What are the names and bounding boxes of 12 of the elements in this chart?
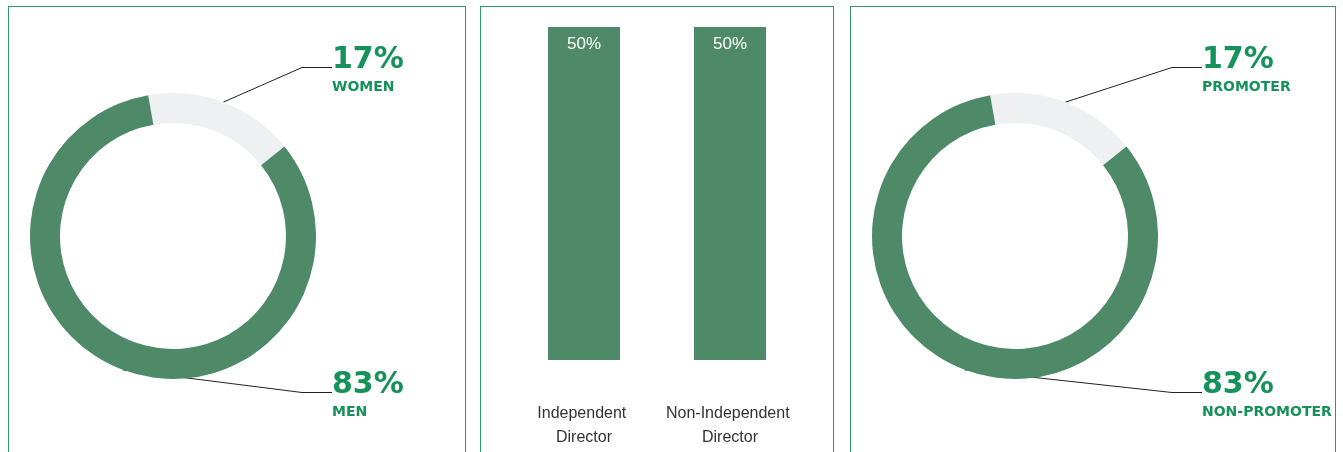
data-label: 50%: [712, 34, 748, 53]
slice-label: MEN: [332, 403, 368, 419]
x-tick-label: Independent Director: [537, 403, 631, 445]
data-label: 83%: [1202, 364, 1274, 400]
slice-label: PROMOTER: [1202, 78, 1291, 94]
x-tick-label: Non-Independent Director: [665, 403, 795, 445]
data-label: 17%: [332, 39, 404, 75]
data-label: 17%: [1202, 39, 1274, 75]
slice-label: NON-PROMOTER: [1202, 403, 1333, 419]
data-label: 50%: [566, 34, 602, 53]
data-label: 83%: [332, 364, 404, 400]
slice-label: WOMEN: [332, 78, 395, 94]
